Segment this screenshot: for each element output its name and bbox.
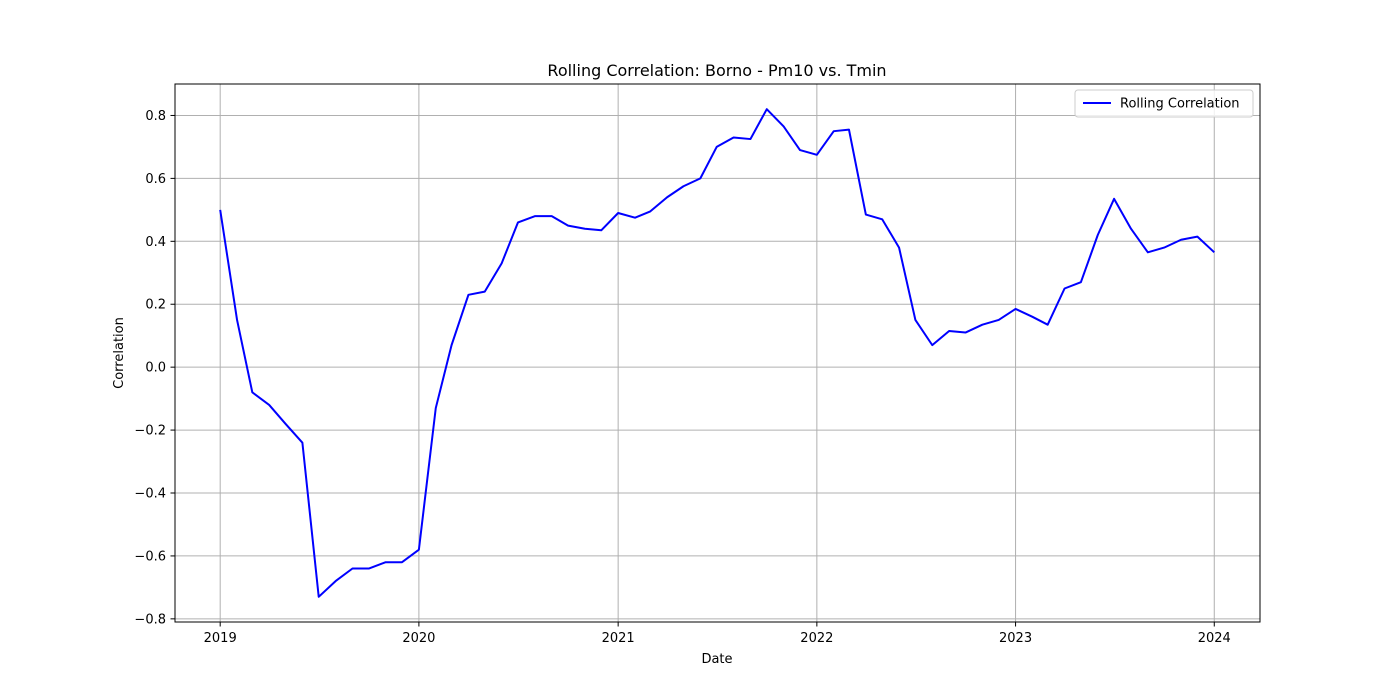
x-tick-label: 2021: [602, 631, 635, 646]
x-tick-label: 2024: [1198, 631, 1231, 646]
y-tick-label: −0.4: [134, 487, 166, 502]
x-axis: 2019 2020 2021 2022 2023 2024: [204, 622, 1231, 646]
plot-frame: [174, 83, 1261, 623]
x-tick-label: 2019: [204, 631, 237, 646]
y-tick-label: 0.8: [145, 109, 166, 124]
x-tick-label: 2020: [402, 631, 435, 646]
legend-box: [1074, 89, 1254, 118]
legend-label: Rolling Correlation: [1120, 97, 1240, 112]
y-tick-label: −0.6: [134, 549, 166, 564]
y-axis-label: Correlation: [112, 317, 127, 389]
x-axis-label: Date: [701, 652, 732, 667]
y-tick-label: −0.8: [134, 612, 166, 627]
legend: Rolling Correlation: [1074, 89, 1254, 118]
grid: [175, 84, 1260, 622]
x-tick-label: 2023: [999, 631, 1032, 646]
y-tick-label: 0.2: [145, 298, 166, 313]
y-tick-label: −0.2: [134, 424, 166, 439]
y-tick-label: 0.6: [145, 172, 166, 187]
series-line: [219, 108, 1215, 598]
x-tick-label: 2022: [800, 631, 833, 646]
y-axis: −0.8 −0.6 −0.4 −0.2 0.0 0.2 0.4 0.6 0.8: [134, 109, 175, 627]
chart-title: Rolling Correlation: Borno - Pm10 vs. Tm…: [547, 61, 886, 80]
series-layer: [219, 108, 1215, 598]
y-tick-label: 0.0: [145, 361, 166, 376]
y-tick-label: 0.4: [145, 235, 166, 250]
